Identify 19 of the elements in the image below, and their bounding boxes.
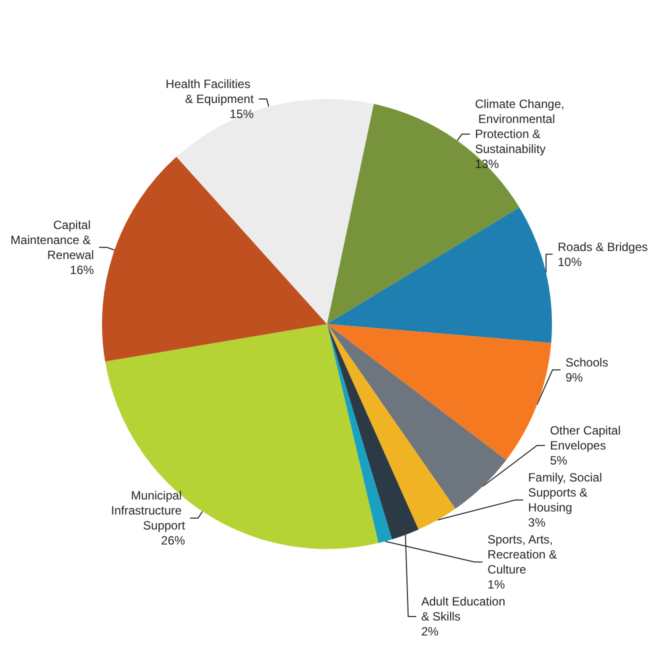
data-label: 5%	[550, 454, 568, 468]
data-label: 16%	[70, 262, 94, 277]
slice-label: Other Capital Envelopes	[550, 424, 624, 452]
slice-label: Municipal Infrastructure Support	[111, 488, 186, 533]
data-label: 9%	[566, 370, 584, 384]
data-label: 1%	[488, 578, 506, 592]
data-label: 2%	[421, 624, 439, 638]
slice-label: Adult Education & Skills	[421, 594, 509, 624]
data-label: 3%	[528, 516, 546, 530]
data-label: 10%	[558, 254, 582, 269]
slice-label: Health Facilities & Equipment	[166, 76, 254, 106]
slice-label: Schools	[566, 355, 608, 370]
slice-label: Climate Change, Environmental Protection & Sustainability	[474, 97, 564, 156]
data-label: 26%	[161, 534, 186, 548]
data-label: 15%	[230, 106, 254, 121]
slice-label: Roads & Bridges	[558, 240, 648, 254]
slice-label: Capital Maintenance & Renewal	[10, 218, 94, 262]
slice-label: Sports, Arts, Recreation & Culture	[488, 532, 560, 576]
slice-label: Family, Social Supports & Housing	[528, 470, 606, 514]
